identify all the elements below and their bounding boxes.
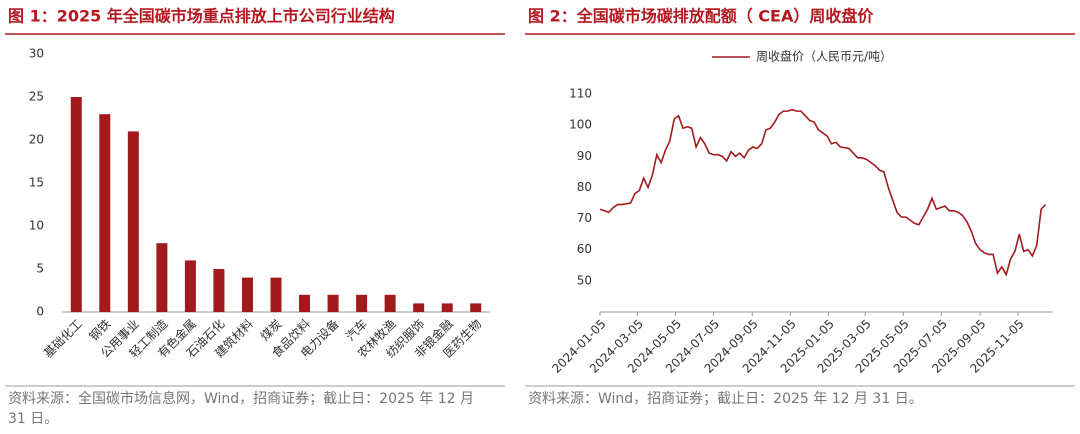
bar [327, 294, 339, 312]
bar [127, 131, 139, 312]
bar [384, 294, 396, 312]
source-note: 资料来源：全国碳市场信息网，Wind，招商证券；截止日：2025 年 12 月 … [8, 391, 474, 427]
y-tick-label: 80 [577, 180, 592, 194]
x-tick-label: 基础化工 [41, 317, 85, 361]
y-tick-label: 0 [36, 305, 44, 319]
y-tick-label: 90 [577, 149, 592, 163]
y-tick-label: 50 [577, 273, 592, 287]
bar [441, 303, 453, 312]
bar [241, 277, 253, 312]
bar [270, 277, 282, 312]
y-tick-label: 15 [29, 176, 44, 190]
bar [299, 294, 311, 312]
y-tick-label: 5 [36, 262, 44, 276]
y-tick-label: 25 [29, 90, 44, 104]
bar [356, 294, 368, 312]
source-note: 资料来源：Wind，招商证券；截止日：2025 年 12 月 31 日。 [528, 391, 923, 407]
y-tick-label: 70 [577, 211, 592, 225]
y-tick-label: 10 [29, 219, 44, 233]
bar [156, 243, 168, 312]
chart-title: 图 1：2025 年全国碳市场重点排放上市公司行业结构 [8, 7, 395, 26]
bar [99, 114, 111, 312]
y-tick-label: 110 [569, 87, 592, 101]
bar [470, 303, 482, 312]
y-tick-label: 100 [569, 118, 592, 132]
bar [413, 303, 425, 312]
y-tick-label: 60 [577, 242, 592, 256]
legend-label: 周收盘价（人民币元/吨） [756, 49, 892, 64]
chart-title: 图 2：全国碳市场碳排放配额（ CEA）周收盘价 [528, 7, 874, 26]
y-tick-label: 30 [29, 47, 44, 61]
bar [70, 97, 82, 312]
bar [184, 260, 196, 312]
line [599, 108, 1047, 277]
bar [213, 269, 225, 312]
y-tick-label: 20 [29, 133, 44, 147]
